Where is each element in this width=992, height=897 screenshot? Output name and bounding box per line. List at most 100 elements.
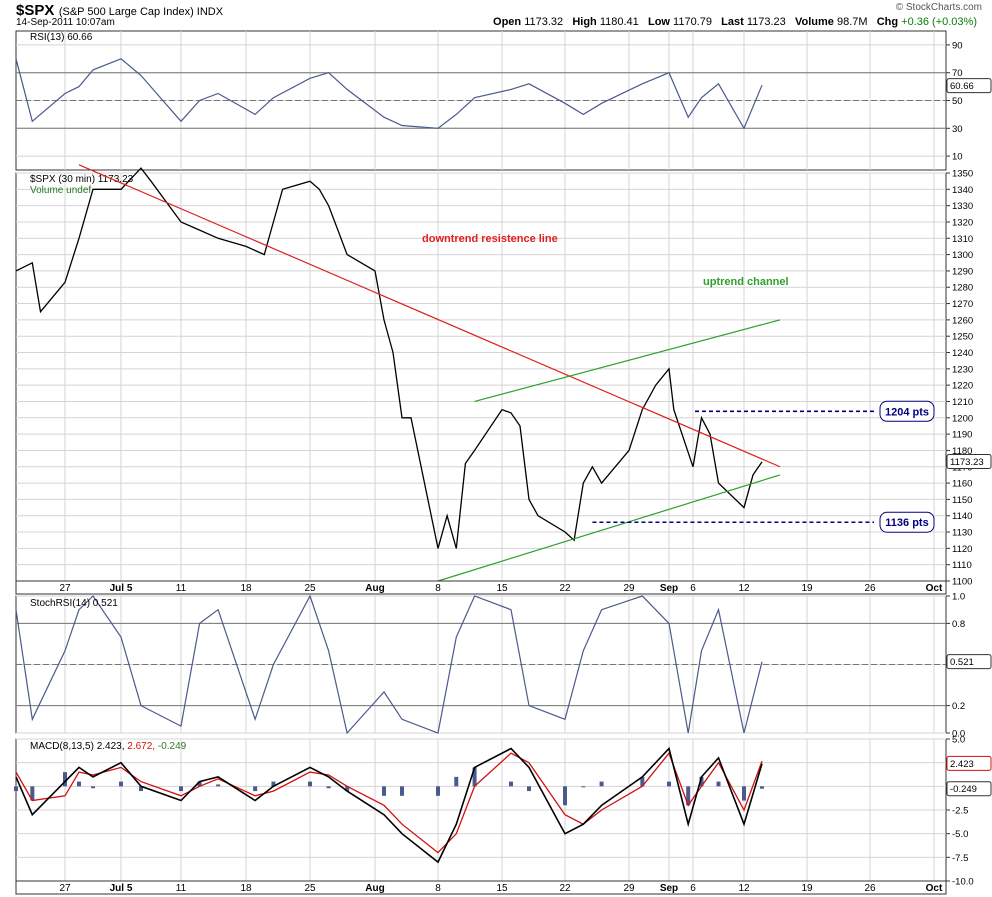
stoch-tick-label: 0.0 bbox=[952, 729, 965, 740]
price-tick-label: 1350 bbox=[952, 169, 973, 180]
rsi-tick-label: 70 bbox=[952, 68, 963, 79]
macd-tick-label: -7.5 bbox=[952, 853, 968, 864]
annotation-uptrend-label: uptrend channel bbox=[703, 276, 789, 288]
x-axis-label: Sep bbox=[660, 883, 678, 894]
price-x-axis bbox=[15, 580, 947, 595]
price-tick-label: 1100 bbox=[952, 577, 972, 588]
x-axis-label: Oct bbox=[926, 883, 943, 894]
macd-histogram-bar bbox=[667, 781, 671, 787]
x-axis-label: Jul 5 bbox=[110, 583, 133, 594]
price-tick-label: 1180 bbox=[952, 446, 972, 457]
macd-histogram-bar bbox=[640, 776, 645, 787]
price-tick-label: 1310 bbox=[952, 234, 973, 245]
x-axis-label: 8 bbox=[435, 583, 441, 594]
price-tick-label: 1260 bbox=[952, 315, 973, 326]
macd-histogram-bar bbox=[716, 781, 721, 787]
price-tick-label: 1160 bbox=[952, 479, 972, 490]
rsi-last-value-box bbox=[946, 78, 992, 94]
x-axis-label: 26 bbox=[864, 883, 876, 894]
level-1204-label: 1204 pts bbox=[885, 406, 929, 418]
x-axis-label: Oct bbox=[926, 583, 943, 594]
x-axis-label: Aug bbox=[365, 583, 384, 594]
symbol: $SPX bbox=[16, 2, 55, 19]
chart-title: $SPX (S&P 500 Large Cap Index) INDX bbox=[16, 2, 223, 20]
low-value: 1170.79 bbox=[673, 16, 712, 28]
brand-watermark: © StockCharts.com bbox=[895, 2, 982, 13]
level-1204-badge bbox=[879, 400, 935, 422]
macd-hist-last-value: -0.249 bbox=[950, 784, 977, 795]
x-axis-label: 11 bbox=[176, 883, 187, 894]
stochrsi-last-value-group: 0.521 bbox=[946, 654, 992, 670]
price-tick-label: 1340 bbox=[952, 185, 973, 196]
price-tick-label: 1240 bbox=[952, 348, 973, 359]
macd-tick-label: -10.0 bbox=[952, 877, 974, 888]
stoch-tick-label: 0.8 bbox=[952, 619, 965, 630]
rsi-last-value-group: 60.66 bbox=[946, 78, 992, 94]
x-axis-label: Sep bbox=[660, 583, 678, 594]
price-tick-label: 1300 bbox=[952, 250, 973, 261]
high-label: High bbox=[572, 16, 597, 28]
rsi-tick-label: 50 bbox=[952, 96, 963, 107]
macd-histogram-bar bbox=[599, 781, 604, 787]
macd-histogram-bar bbox=[326, 786, 331, 789]
x-axis-label: 6 bbox=[690, 883, 696, 894]
x-axis-label: 11 bbox=[176, 583, 187, 594]
low-label: Low bbox=[647, 16, 670, 28]
macd-histogram-bar bbox=[197, 781, 202, 787]
macd-line bbox=[15, 746, 763, 864]
macd-histogram-bar bbox=[563, 786, 567, 806]
x-axis-label: 22 bbox=[559, 583, 571, 594]
macd-legend-macd: 2.423, bbox=[97, 741, 128, 752]
macd-histogram-bar bbox=[382, 786, 386, 796]
chart-header: $SPX (S&P 500 Large Cap Index) INDX 14-S… bbox=[0, 0, 992, 30]
x-axis-label: 25 bbox=[304, 883, 316, 894]
macd-legend-prefix: MACD(8,13,5) bbox=[30, 741, 97, 752]
price-tick-label: 1230 bbox=[952, 364, 973, 375]
macd-legend: MACD(8,13,5) 2.423, 2.672, -0.249 bbox=[30, 741, 187, 752]
price-tick-label: 1210 bbox=[952, 397, 973, 408]
macd-histogram-bar bbox=[454, 776, 459, 787]
x-axis-label: 27 bbox=[59, 583, 71, 594]
price-tick-label: 1320 bbox=[952, 217, 973, 228]
chg-value: +0.36 (+0.03%) bbox=[901, 16, 977, 28]
macd-hist-last-value-group: -0.249 bbox=[946, 781, 992, 797]
macd-last-value-group: 2.423 bbox=[946, 755, 992, 771]
x-axis-label: 25 bbox=[304, 583, 316, 594]
macd-histogram-bar bbox=[119, 781, 123, 787]
volume-legend: Volume undef bbox=[30, 185, 91, 196]
x-axis-label: 19 bbox=[801, 583, 813, 594]
x-axis-label: 8 bbox=[435, 883, 441, 894]
x-axis-label: 18 bbox=[240, 583, 252, 594]
macd-last-value: 2.423 bbox=[950, 759, 974, 770]
x-axis-label: Aug bbox=[365, 883, 384, 894]
x-axis-label: 15 bbox=[496, 583, 508, 594]
price-tick-label: 1130 bbox=[952, 528, 972, 539]
price-tick-label: 1120 bbox=[952, 544, 972, 555]
macd-histogram-bar bbox=[760, 786, 764, 789]
macd-histogram-bar bbox=[30, 786, 35, 801]
price-tick-label: 1270 bbox=[952, 299, 973, 310]
price-tick-label: 1250 bbox=[952, 332, 973, 343]
macd-histogram-bar bbox=[527, 786, 531, 792]
macd-histogram-bar bbox=[581, 786, 586, 788]
macd-histogram-bar bbox=[686, 786, 691, 806]
macd-histogram-bar bbox=[139, 786, 143, 792]
x-axis-label: 15 bbox=[496, 883, 508, 894]
price-tick-label: 1150 bbox=[952, 495, 972, 506]
trendline-channel-lower bbox=[437, 474, 781, 582]
stochrsi-legend: StochRSI(14) 0.521 bbox=[30, 598, 118, 609]
level-1136-badge bbox=[879, 511, 935, 533]
macd-histogram-bar bbox=[472, 767, 477, 787]
macd-signal-line bbox=[15, 751, 763, 854]
last-label: Last bbox=[721, 16, 744, 28]
macd-histogram-bar bbox=[216, 784, 221, 787]
macd-x-axis bbox=[15, 880, 947, 895]
stochrsi-last-value: 0.521 bbox=[950, 657, 974, 668]
macd-histogram-bar bbox=[699, 776, 704, 787]
price-frame bbox=[15, 172, 947, 582]
macd-histogram-bar bbox=[400, 786, 404, 796]
rsi-tick-label: 10 bbox=[952, 152, 963, 163]
macd-histogram-bar bbox=[742, 786, 746, 801]
macd-histogram-bar bbox=[345, 786, 350, 792]
macd-histogram-bar bbox=[253, 786, 258, 792]
